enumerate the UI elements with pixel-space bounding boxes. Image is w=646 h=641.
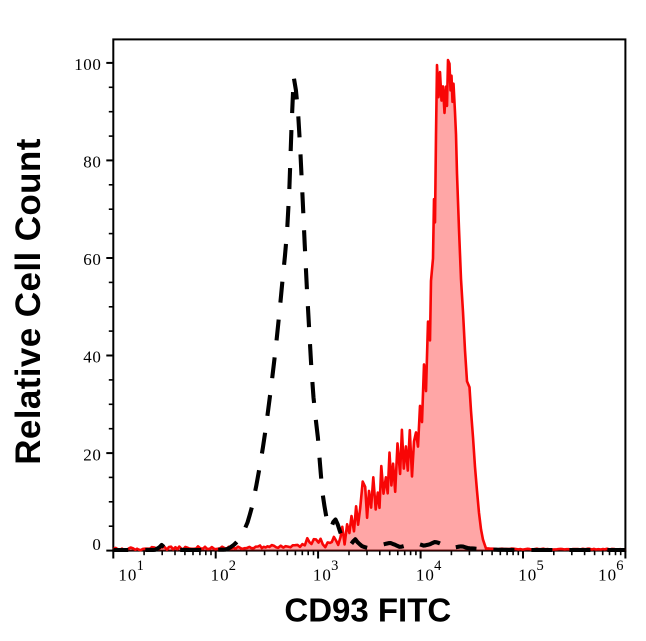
- svg-text:Relative Cell Count: Relative Cell Count: [9, 138, 48, 465]
- svg-text:0: 0: [92, 535, 101, 554]
- svg-text:10: 10: [118, 566, 137, 585]
- svg-text:3: 3: [331, 558, 338, 574]
- svg-text:60: 60: [83, 250, 101, 269]
- svg-text:10: 10: [518, 566, 537, 585]
- svg-text:20: 20: [83, 445, 101, 464]
- svg-text:1: 1: [137, 558, 144, 574]
- svg-text:10: 10: [313, 566, 332, 585]
- svg-text:10: 10: [211, 566, 230, 585]
- svg-text:CD93 FITC: CD93 FITC: [284, 591, 451, 628]
- svg-text:80: 80: [83, 153, 101, 172]
- svg-text:5: 5: [537, 558, 544, 574]
- svg-text:10: 10: [416, 566, 435, 585]
- svg-text:40: 40: [83, 348, 101, 367]
- svg-text:2: 2: [229, 558, 236, 574]
- svg-text:10: 10: [598, 566, 617, 585]
- svg-text:100: 100: [74, 55, 101, 74]
- svg-text:6: 6: [616, 558, 623, 574]
- svg-text:4: 4: [434, 558, 442, 574]
